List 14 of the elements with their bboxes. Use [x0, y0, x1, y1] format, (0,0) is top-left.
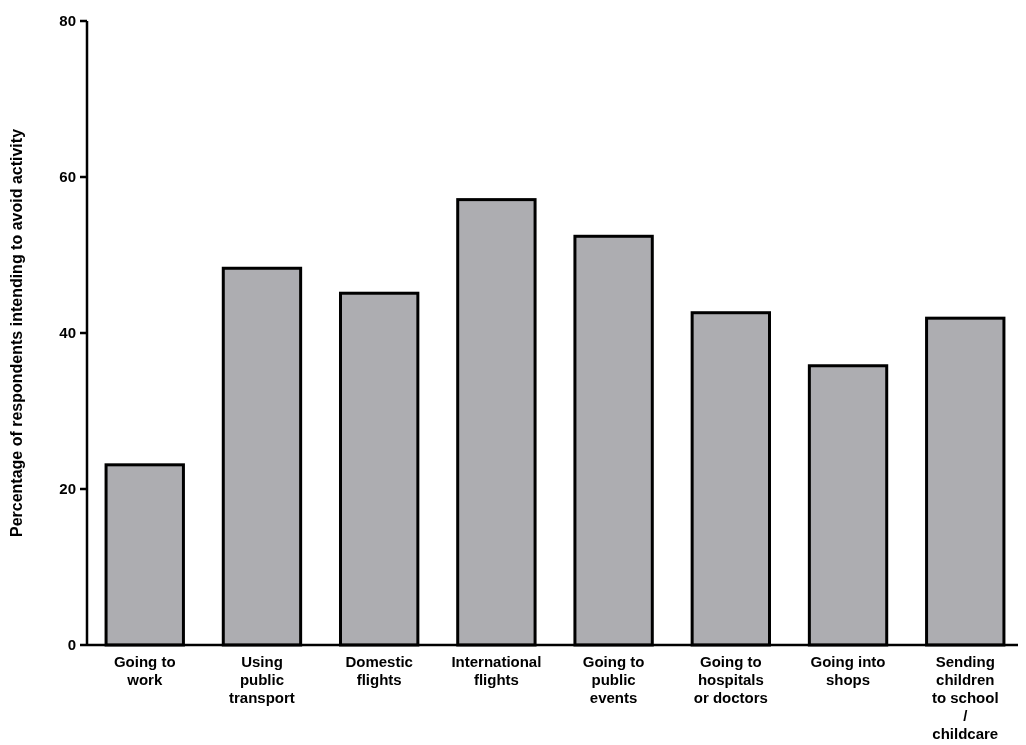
y-tick-label: 20 — [59, 480, 76, 498]
x-tick-label: Going to work — [113, 653, 176, 688]
y-tick-label: 60 — [59, 168, 76, 186]
x-tick-label: International flights — [451, 653, 542, 688]
y-axis-title: Percentage of respondents intending to avoid activity — [8, 128, 25, 538]
x-tick-label: Going into shops — [810, 653, 886, 688]
y-tick-label: 0 — [67, 636, 76, 654]
x-tick-label: Domestic flights — [345, 653, 413, 688]
y-tick-label: 40 — [59, 324, 76, 342]
x-tick-label: Going to public events — [582, 653, 645, 706]
x-tick-label: Sending children to school / childcare — [931, 653, 999, 742]
x-tick-label: Using public transport — [229, 653, 295, 706]
x-tick-label: Going to hospitals or doctors — [693, 653, 768, 706]
y-tick-label: 80 — [59, 12, 76, 30]
